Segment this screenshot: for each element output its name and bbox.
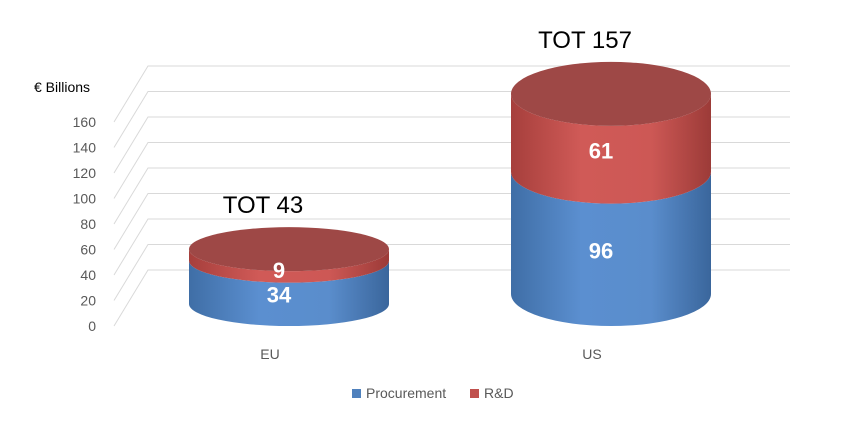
x-axis: EU US [260,346,601,362]
y-tick-label: 0 [88,318,96,334]
x-tick-label: US [582,346,601,362]
cylinder-top [189,227,389,272]
y-tick-label: 120 [73,165,97,181]
cylinder-eu: 349 TOT 43 [189,192,389,326]
bars: 349 TOT 43 96 61 TOT 157 [189,27,711,326]
legend-item: R&D [470,385,514,401]
legend: Procurement R&D [352,385,514,401]
unit-label: € Billions [34,79,90,95]
legend-swatch [470,389,479,398]
gridlines [113,65,790,327]
bar-eu-rd [189,249,389,283]
data-label: 61 [589,138,613,163]
data-label: 96 [589,238,613,263]
y-tick-label: 100 [73,191,97,207]
cylinder-top [511,61,711,126]
y-tick-label: 80 [80,216,96,232]
bar-us-procurement [511,171,711,326]
legend-label: Procurement [366,385,446,401]
legend-swatch [352,389,361,398]
bar-us-rd [511,93,711,204]
y-tick-label: 20 [80,293,96,309]
y-tick-label: 40 [80,267,96,283]
legend-label: R&D [484,385,514,401]
x-tick-label: EU [260,346,279,362]
y-tick-label: 60 [80,242,96,258]
cylinder-us: 96 61 TOT 157 [511,27,711,326]
bar-eu-procurement [189,260,389,326]
data-label: 34 [267,282,292,307]
total-label: TOT 43 [223,192,303,219]
total-label: TOT 157 [538,27,632,54]
y-axis: 0 20 40 60 80 100 120 140 160 [73,114,97,334]
legend-item: Procurement [352,385,446,401]
y-tick-label: 140 [73,140,97,156]
data-label: 9 [273,258,285,283]
y-tick-label: 160 [73,114,97,130]
